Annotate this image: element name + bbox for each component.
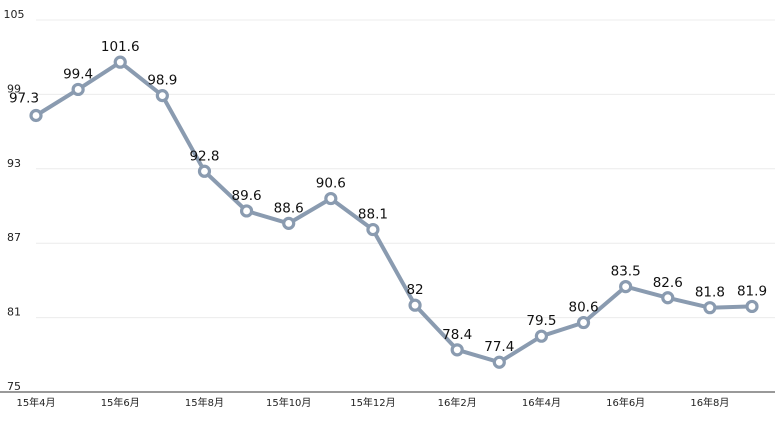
- data-point: [492, 355, 506, 369]
- data-label: 92.8: [189, 148, 219, 164]
- data-point: [113, 55, 127, 69]
- x-tick-label: 16年8月: [690, 396, 729, 409]
- data-point: [745, 299, 759, 314]
- y-tick-label: 75: [7, 380, 21, 393]
- data-label: 79.5: [526, 313, 556, 329]
- data-point: [408, 298, 422, 312]
- y-axis-ticks: 105 99 93 87 81 75: [4, 8, 25, 393]
- data-labels: 97.3 99.4 101.6 98.9 92.8 89.6 88.6 90.6 88.1 82 7…: [9, 39, 767, 355]
- y-tick-label: 99: [7, 82, 21, 95]
- data-label: 88.1: [358, 207, 388, 223]
- data-point: [324, 191, 338, 206]
- data-label: 101.6: [101, 39, 140, 55]
- x-tick-label: 15年6月: [101, 396, 140, 409]
- data-point: [619, 280, 633, 294]
- series-line: [34, 60, 754, 365]
- x-tick-label: 15年12月: [350, 396, 395, 409]
- data-label: 88.6: [274, 200, 304, 216]
- data-point: [155, 89, 169, 103]
- data-label: 77.4: [484, 339, 514, 355]
- data-label: 81.8: [695, 285, 725, 301]
- x-tick-label: 15年10月: [266, 396, 311, 409]
- x-tick-label: 16年4月: [522, 396, 561, 409]
- x-tick-label: 15年8月: [185, 396, 224, 409]
- grid-lines: [36, 19, 775, 319]
- x-tick-label: 15年4月: [16, 396, 55, 409]
- data-label: 99.4: [63, 66, 93, 82]
- data-point: [366, 222, 380, 237]
- data-point: [282, 216, 296, 230]
- y-tick-label: 93: [7, 157, 21, 170]
- data-label: 81.9: [737, 283, 767, 299]
- data-point: [576, 315, 591, 330]
- y-tick-label: 81: [7, 306, 21, 319]
- data-label: 82: [406, 282, 423, 298]
- data-point: [703, 301, 717, 315]
- x-tick-label: 16年6月: [606, 396, 645, 409]
- data-point: [534, 329, 549, 343]
- data-label: 97.3: [9, 90, 39, 106]
- data-label: 89.6: [232, 188, 262, 204]
- data-label: 82.6: [653, 275, 683, 291]
- data-points: [29, 55, 759, 369]
- data-label: 80.6: [568, 300, 598, 316]
- data-point: [71, 82, 85, 97]
- data-point: [450, 343, 464, 357]
- data-point: [661, 291, 675, 305]
- data-point: [197, 164, 212, 178]
- data-label: 98.9: [147, 73, 177, 89]
- data-point: [29, 108, 43, 123]
- x-tick-label: 16年2月: [438, 396, 477, 409]
- data-point: [239, 204, 254, 218]
- data-label: 78.4: [442, 327, 472, 343]
- y-tick-label: 87: [7, 231, 21, 244]
- data-label: 90.6: [316, 176, 346, 192]
- y-tick-label: 105: [4, 8, 25, 21]
- data-label: 83.5: [611, 264, 641, 280]
- x-axis-ticks: 15年4月 15年6月 15年8月 15年10月 15年12月 16年2月 16年4月 16年…: [16, 396, 729, 409]
